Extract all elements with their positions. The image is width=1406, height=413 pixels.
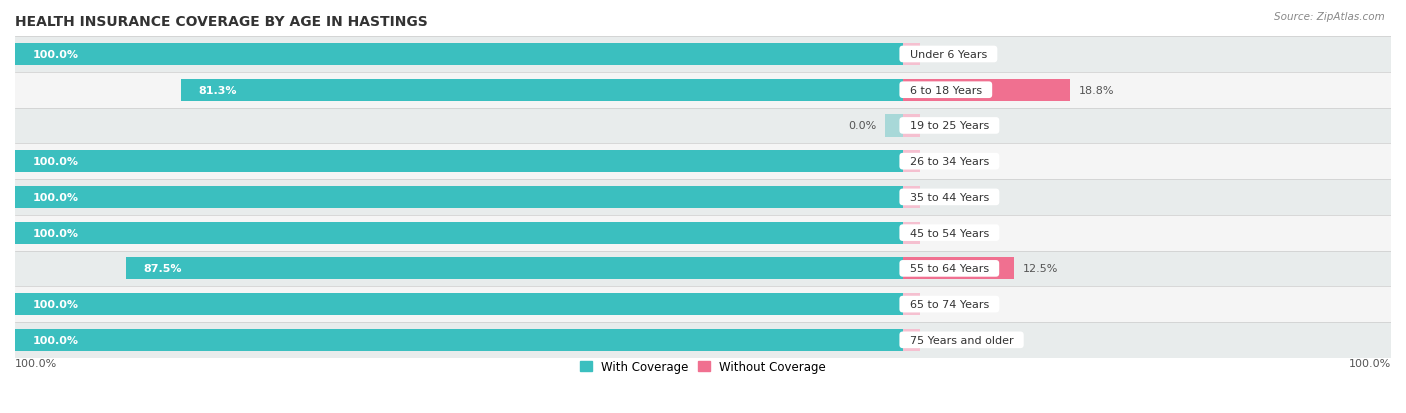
Bar (15, 251, 1391, 287)
Text: 0.0%: 0.0% (929, 192, 957, 202)
Legend: With Coverage, Without Coverage: With Coverage, Without Coverage (575, 355, 831, 377)
Bar (903, 115, 921, 137)
Bar (15, 108, 1391, 144)
Bar (15, 222, 903, 244)
Text: 81.3%: 81.3% (198, 85, 238, 95)
Text: 100.0%: 100.0% (1348, 358, 1391, 368)
Text: 45 to 54 Years: 45 to 54 Years (903, 228, 995, 238)
Bar (903, 293, 921, 316)
Bar (903, 222, 921, 244)
Bar (903, 258, 1014, 280)
Bar (127, 258, 903, 280)
Text: 100.0%: 100.0% (32, 192, 79, 202)
Text: 12.5%: 12.5% (1022, 264, 1057, 274)
Text: 55 to 64 Years: 55 to 64 Years (903, 264, 995, 274)
Text: 0.0%: 0.0% (929, 299, 957, 309)
Text: 100.0%: 100.0% (32, 228, 79, 238)
Bar (15, 73, 1391, 108)
Text: 0.0%: 0.0% (929, 228, 957, 238)
Bar (15, 151, 903, 173)
Text: 100.0%: 100.0% (32, 157, 79, 167)
Bar (181, 79, 903, 102)
Text: 75 Years and older: 75 Years and older (903, 335, 1021, 345)
Text: Under 6 Years: Under 6 Years (903, 50, 994, 60)
Bar (15, 287, 1391, 322)
Bar (15, 37, 1391, 73)
Bar (15, 186, 903, 209)
Bar (884, 115, 903, 137)
Bar (15, 293, 903, 316)
Bar (903, 329, 921, 351)
Bar (15, 144, 1391, 180)
Text: HEALTH INSURANCE COVERAGE BY AGE IN HASTINGS: HEALTH INSURANCE COVERAGE BY AGE IN HAST… (15, 15, 427, 29)
Text: 100.0%: 100.0% (32, 50, 79, 60)
Bar (15, 322, 1391, 358)
Text: 100.0%: 100.0% (15, 358, 58, 368)
Text: Source: ZipAtlas.com: Source: ZipAtlas.com (1274, 12, 1385, 22)
Text: 65 to 74 Years: 65 to 74 Years (903, 299, 995, 309)
Bar (15, 329, 903, 351)
Bar (903, 186, 921, 209)
Text: 0.0%: 0.0% (848, 121, 876, 131)
Text: 100.0%: 100.0% (32, 335, 79, 345)
Bar (15, 215, 1391, 251)
Text: 26 to 34 Years: 26 to 34 Years (903, 157, 995, 167)
Bar (903, 79, 1070, 102)
Text: 18.8%: 18.8% (1078, 85, 1114, 95)
Bar (903, 151, 921, 173)
Text: 0.0%: 0.0% (929, 50, 957, 60)
Text: 19 to 25 Years: 19 to 25 Years (903, 121, 995, 131)
Text: 35 to 44 Years: 35 to 44 Years (903, 192, 995, 202)
Text: 87.5%: 87.5% (143, 264, 183, 274)
Text: 100.0%: 100.0% (32, 299, 79, 309)
Bar (903, 44, 921, 66)
Text: 0.0%: 0.0% (929, 121, 957, 131)
Text: 0.0%: 0.0% (929, 335, 957, 345)
Bar (15, 180, 1391, 215)
Text: 0.0%: 0.0% (929, 157, 957, 167)
Text: 6 to 18 Years: 6 to 18 Years (903, 85, 988, 95)
Bar (15, 44, 903, 66)
